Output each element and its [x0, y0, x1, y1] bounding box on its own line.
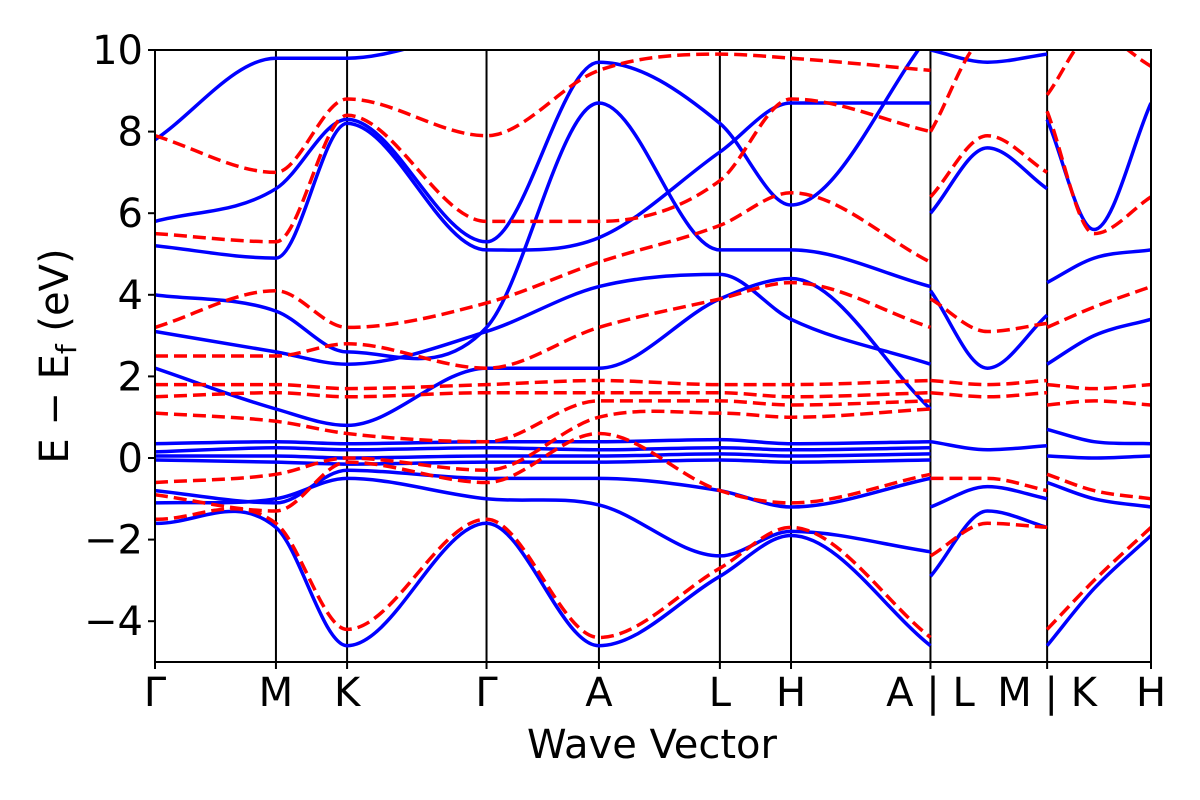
- y-axis-label-main: E − E: [32, 354, 78, 464]
- red-dashed-band-12: [930, 390, 1048, 399]
- bands-layer: [155, 50, 1151, 648]
- blue-solid-band-20: [1046, 480, 1151, 509]
- x-tick-label-2: K: [334, 670, 362, 716]
- blue-solid-band-6: [155, 437, 931, 446]
- plot-frame: [154, 49, 1152, 663]
- blue-solid-band-10: [155, 101, 931, 260]
- x-tick-label-0: Γ: [144, 670, 167, 716]
- y-axis-label-unit: (eV): [32, 248, 78, 344]
- series-red-dashed: [155, 50, 1151, 640]
- blue-solid-band-17: [929, 146, 1049, 215]
- red-dashed-band-2: [155, 407, 931, 485]
- series-blue-solid: [155, 50, 1151, 648]
- y-axis-label: E − Ef (eV): [32, 248, 83, 463]
- blue-solid-band-14: [929, 484, 1048, 509]
- blue-solid-band-1: [155, 476, 931, 558]
- blue-solid-band-18: [930, 50, 1048, 64]
- x-tick-label-5: L: [709, 670, 732, 716]
- red-dashed-band-4: [155, 390, 931, 399]
- blue-solid-band-7: [155, 276, 932, 428]
- red-dashed-band-1: [155, 431, 931, 513]
- blue-solid-band-19: [1045, 534, 1151, 647]
- blue-solid-band-21: [1047, 454, 1151, 460]
- red-dashed-band-20: [1046, 382, 1151, 391]
- blue-solid-band-8: [155, 272, 932, 366]
- red-dashed-band-14: [929, 297, 1048, 334]
- blue-solid-band-11: [155, 50, 921, 244]
- blue-solid-band-23: [1046, 317, 1151, 366]
- red-dashed-band-5: [155, 378, 931, 391]
- x-tick-label-6: H: [776, 670, 806, 716]
- red-dashed-band-3: [155, 399, 931, 444]
- y-tick-label-1: −2: [84, 518, 143, 564]
- x-tick-label-3: Γ: [475, 670, 498, 716]
- red-dashed-band-23: [1045, 50, 1151, 96]
- x-tick-label-1: M: [259, 670, 294, 716]
- blue-solid-band-3: [155, 458, 931, 466]
- red-dashed-band-22: [1045, 110, 1151, 236]
- y-tick-label-4: 4: [118, 273, 143, 319]
- blue-solid-band-16: [929, 289, 1049, 370]
- y-tick-label-7: 10: [92, 28, 143, 74]
- red-dashed-band-15: [929, 133, 1049, 199]
- red-dashed-band-6: [155, 280, 932, 370]
- blue-solid-band-15: [930, 439, 1048, 452]
- x-tick-label-9: H: [1136, 670, 1166, 716]
- y-axis-label-subscript: f: [50, 343, 83, 354]
- y-tick-label-2: 0: [118, 436, 143, 482]
- x-tick-label-7: A | L: [886, 670, 975, 716]
- blue-solid-band-12: [155, 50, 409, 142]
- red-dashed-band-21: [1046, 284, 1151, 330]
- blue-solid-band-13: [929, 509, 1048, 578]
- red-dashed-band-7: [155, 191, 932, 330]
- y-tick-label-3: 2: [118, 354, 143, 400]
- y-axis-ticks: −4 −2 0 2 4 6 8 10: [84, 28, 155, 645]
- blue-solid-band-4: [155, 452, 931, 460]
- red-dashed-band-18: [1046, 472, 1151, 501]
- axes-frame: [154, 49, 1152, 663]
- red-dashed-band-0: [155, 507, 932, 640]
- blue-solid-band-5: [155, 446, 931, 454]
- y-tick-label-0: −4: [84, 599, 143, 645]
- blue-solid-band-0: [155, 509, 932, 648]
- blue-solid-band-2: [155, 468, 931, 509]
- red-dashed-band-16: [929, 50, 974, 133]
- red-dashed-band-13: [930, 378, 1048, 387]
- x-tick-label-8: M | K: [997, 670, 1098, 716]
- blue-solid-band-24: [1046, 248, 1151, 285]
- blue-solid-band-25: [1045, 102, 1151, 232]
- y-tick-label-6: 8: [118, 110, 143, 156]
- red-dashed-band-9: [155, 52, 931, 175]
- x-tick-label-4: A: [585, 670, 613, 716]
- x-axis-label: Wave Vector: [527, 722, 778, 768]
- blue-solid-band-22: [1046, 427, 1151, 446]
- red-dashed-band-17: [1045, 526, 1151, 631]
- y-tick-label-5: 6: [118, 191, 143, 237]
- blue-solid-band-9: [155, 101, 931, 361]
- red-dashed-band-11: [930, 476, 1048, 493]
- red-dashed-band-8: [155, 97, 931, 244]
- red-dashed-band-10: [929, 521, 1048, 558]
- red-dashed-band-19: [1046, 399, 1151, 407]
